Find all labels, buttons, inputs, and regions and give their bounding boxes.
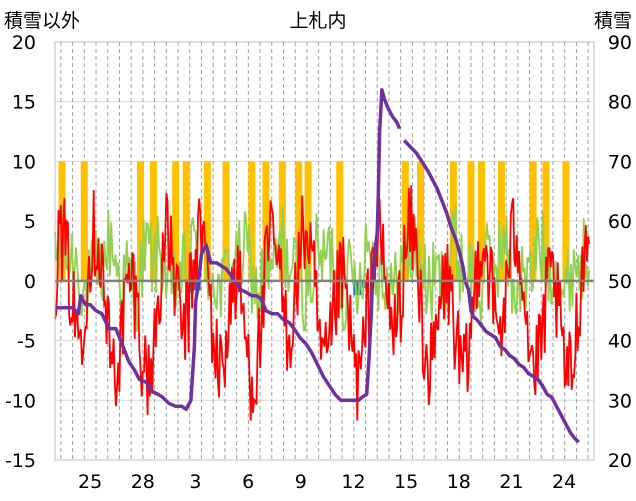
plot-frame [54, 41, 595, 461]
x-tick: 28 [131, 471, 155, 493]
y-right-label: 積雪 [594, 10, 632, 32]
y-left-tick: 0 [24, 271, 36, 293]
precip-bar [542, 161, 550, 281]
y-right-tick: 40 [608, 331, 632, 353]
y-right-tick: 70 [608, 151, 632, 173]
x-tick: 9 [295, 471, 307, 493]
x-tick: 18 [447, 471, 471, 493]
y-left-tick: 15 [12, 92, 36, 114]
y-right-tick: 20 [608, 450, 632, 472]
x-tick-labels: 25 28 3 6 9 12 15 18 21 24 [78, 471, 576, 493]
x-tick: 25 [78, 471, 102, 493]
snow-depth-series [55, 88, 580, 444]
precip-bar [222, 161, 230, 281]
y-right-tick: 80 [608, 92, 632, 114]
precip-bar [149, 161, 157, 281]
y-left-tick: -10 [5, 390, 36, 412]
y-left-tick-labels: 20 15 10 5 0 -5 -10 -15 [5, 32, 36, 472]
precip-bar [295, 161, 303, 281]
x-tick: 12 [341, 471, 365, 493]
chart-title: 上札内 [289, 10, 346, 32]
snow-depth-line-2 [402, 139, 580, 444]
x-tick: 15 [394, 471, 418, 493]
y-right-tick-labels: 90 80 70 60 50 40 30 20 [608, 32, 632, 472]
precip-bar [304, 161, 312, 281]
precip-bar [417, 161, 425, 281]
y-left-tick: 5 [24, 211, 36, 233]
precip-bar [478, 161, 486, 281]
precip-bar [203, 161, 211, 281]
y-left-tick: 20 [12, 32, 36, 54]
x-tick: 24 [552, 471, 576, 493]
y-right-tick: 30 [608, 390, 632, 412]
temp-series [54, 185, 591, 421]
precip-bar [467, 161, 475, 281]
y-right-tick: 60 [608, 211, 632, 233]
y-left-tick: 10 [12, 151, 36, 173]
precip-bar [248, 161, 256, 281]
y-left-label: 積雪以外 [4, 10, 80, 32]
precip-bar [262, 161, 270, 281]
precip-bar [401, 161, 409, 281]
y-left-tick: -15 [5, 450, 36, 472]
precip-bar [137, 161, 145, 281]
y-left-tick: -5 [17, 331, 36, 353]
x-tick: 6 [242, 471, 254, 493]
precip-bar [336, 161, 344, 281]
x-tick: 21 [499, 471, 523, 493]
y-right-tick: 90 [608, 32, 632, 54]
snow-depth-line-1 [55, 88, 402, 411]
precip-bar [80, 161, 88, 281]
x-tick: 3 [189, 471, 201, 493]
precip-bar [562, 161, 570, 281]
blue-bar [353, 280, 362, 296]
y-right-tick: 50 [608, 271, 632, 293]
precip-bar [58, 161, 66, 281]
temp-line [54, 185, 591, 421]
precip-bar [529, 161, 537, 281]
precip-bar [172, 161, 180, 281]
precip-bar [497, 161, 505, 281]
precip-bar [182, 161, 190, 281]
